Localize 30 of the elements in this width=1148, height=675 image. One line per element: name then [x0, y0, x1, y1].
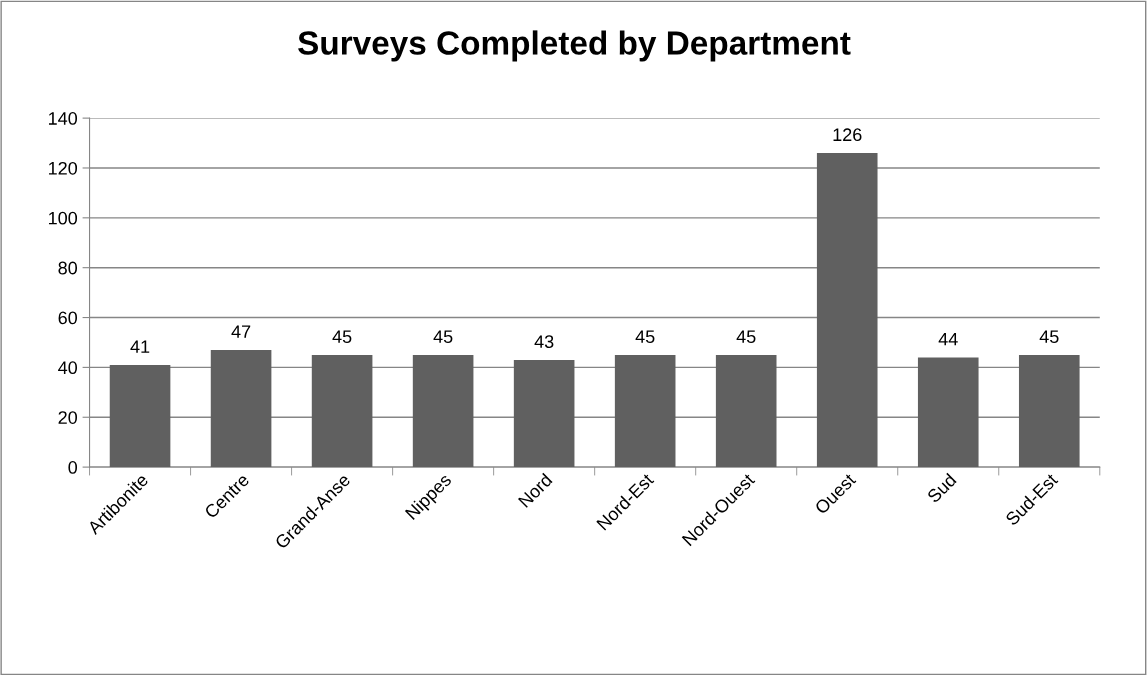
bar — [109, 364, 171, 468]
bar — [1018, 354, 1080, 468]
y-tick-label: 120 — [48, 161, 78, 175]
bar — [311, 354, 373, 468]
data-label: 126 — [833, 128, 862, 142]
data-label: 43 — [534, 335, 554, 349]
y-tick-label: 80 — [58, 261, 78, 275]
bar — [917, 357, 979, 468]
bar — [816, 153, 878, 468]
data-label: 44 — [938, 332, 958, 346]
data-label: 45 — [635, 330, 655, 344]
bar — [412, 354, 474, 468]
bar — [513, 359, 575, 468]
data-label: 45 — [332, 330, 352, 344]
y-tick-label: 100 — [48, 211, 78, 225]
chart-title: Surveys Completed by Department — [298, 30, 851, 62]
y-tick-label: 40 — [58, 361, 78, 375]
x-tick-label: Sud — [926, 472, 957, 504]
y-tick-label: 20 — [58, 411, 78, 424]
y-tick-label: 60 — [58, 311, 78, 325]
data-label: 45 — [433, 330, 453, 344]
bar — [614, 354, 676, 468]
bar — [210, 349, 272, 468]
data-label: 41 — [130, 340, 150, 353]
y-tick-label: 140 — [48, 112, 78, 125]
data-label: 47 — [231, 325, 251, 338]
data-label: 45 — [1039, 330, 1059, 344]
y-tick-label: 0 — [68, 461, 78, 474]
data-label: 45 — [736, 330, 756, 344]
bar — [715, 354, 777, 468]
